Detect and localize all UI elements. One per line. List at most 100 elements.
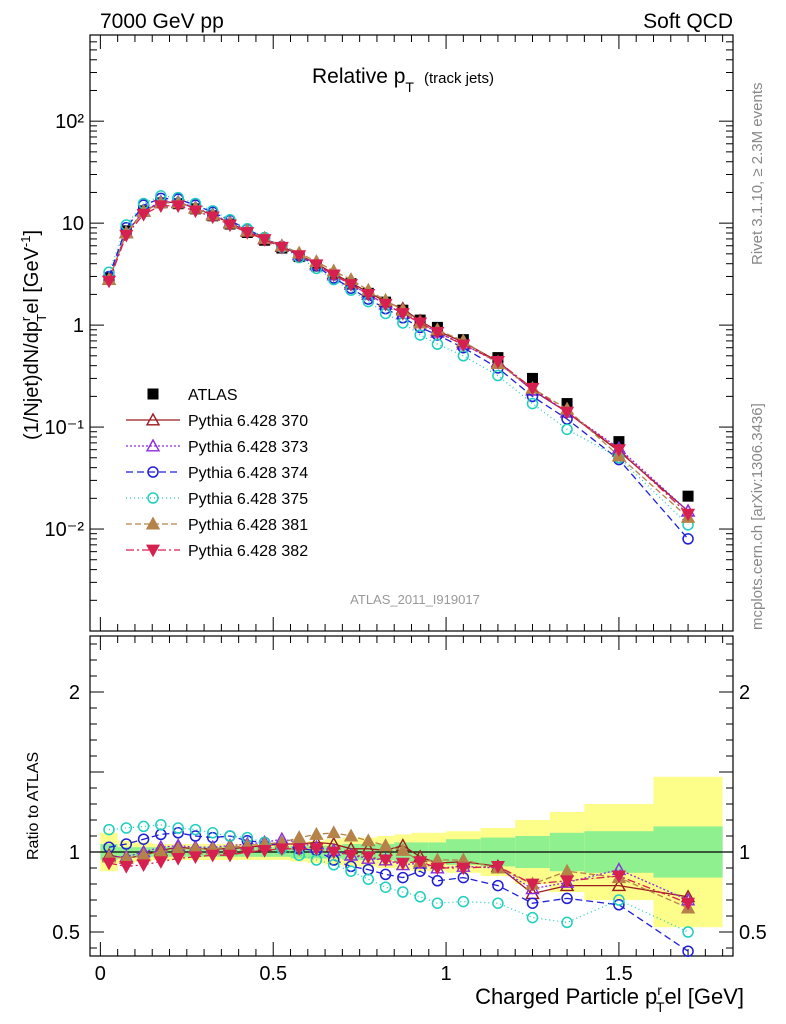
ratio-data-point bbox=[526, 897, 539, 909]
ratio-data-point bbox=[492, 897, 504, 909]
main-data-point bbox=[611, 444, 626, 457]
ratio-data-point bbox=[525, 878, 540, 892]
ratio-data-point bbox=[559, 878, 575, 892]
ratio-series-layer bbox=[101, 819, 696, 957]
main-series-line bbox=[108, 202, 689, 518]
ratio-series-line bbox=[108, 824, 689, 933]
main-series-line bbox=[108, 197, 689, 540]
ratio-data-point bbox=[240, 846, 255, 860]
ratio-data-point bbox=[431, 875, 444, 887]
legend-marker bbox=[147, 466, 159, 478]
main-data-point bbox=[395, 308, 410, 321]
ratio-data-point bbox=[561, 916, 573, 929]
main-data-point bbox=[560, 406, 575, 420]
ratio-data-point bbox=[431, 897, 444, 909]
ratio-data-point bbox=[395, 857, 410, 871]
x-tick-label: 0.5 bbox=[259, 963, 287, 985]
ratio-data-point bbox=[309, 843, 324, 857]
ratio-series-line bbox=[108, 848, 689, 904]
legend-label: Pythia 6.428 373 bbox=[188, 439, 308, 456]
main-series-p382 bbox=[101, 200, 696, 522]
main-data-point bbox=[526, 372, 538, 384]
main-data-point bbox=[205, 211, 220, 225]
main-data-point bbox=[430, 326, 445, 340]
main-y-tick-label: 10 bbox=[62, 213, 84, 235]
main-data-point bbox=[682, 533, 694, 545]
legend-entry-p382: Pythia 6.428 382 bbox=[126, 543, 308, 560]
legend-label: Pythia 6.428 374 bbox=[188, 465, 308, 482]
main-data-point bbox=[292, 250, 307, 263]
axis-ticks: 10⁻² 10⁻¹ 1 10 10² 0 0.5 1 1.5 0.5 0.5 1 1 2 2 bbox=[45, 34, 767, 985]
ratio-data-point bbox=[490, 860, 505, 874]
ratio-data-point bbox=[257, 844, 272, 858]
plot-title: Relative pT (track jets) bbox=[312, 65, 494, 95]
ratio-data-point bbox=[103, 823, 115, 836]
ratio-data-point bbox=[343, 828, 359, 842]
ratio-data-point bbox=[397, 871, 409, 884]
ratio-data-point bbox=[681, 897, 696, 911]
ratio-data-point bbox=[205, 849, 220, 863]
main-data-point bbox=[378, 298, 393, 312]
ratio-data-point bbox=[345, 865, 357, 877]
legend: ATLAS Pythia 6.428 370 Pythia 6.428 373 Pyt… bbox=[126, 387, 308, 560]
main-data-point bbox=[413, 317, 428, 331]
legend-marker bbox=[145, 438, 161, 452]
legend-label: Pythia 6.428 382 bbox=[188, 543, 308, 560]
main-data-point bbox=[456, 339, 471, 353]
main-data-point bbox=[681, 508, 696, 522]
ratio-data-point bbox=[326, 825, 341, 839]
ratio-data-point bbox=[309, 826, 324, 840]
legend-label: ATLAS bbox=[188, 387, 238, 404]
ratio-data-point bbox=[120, 838, 133, 850]
legend-entry-p370: Pythia 6.428 370 bbox=[126, 412, 308, 430]
ratio-data-point bbox=[611, 870, 626, 884]
plot-title-sub: T bbox=[405, 79, 414, 95]
main-data-point bbox=[361, 289, 376, 302]
ratio-data-point bbox=[291, 830, 307, 844]
ratio-plot-frame bbox=[89, 635, 734, 957]
main-y-tick-label: 10⁻² bbox=[45, 519, 85, 541]
header-category-label: Soft QCD bbox=[643, 10, 733, 33]
ratio-data-point bbox=[101, 857, 117, 871]
ratio-y-tick-label-right: 0.5 bbox=[739, 922, 767, 944]
ratio-y-tick-label-right: 1 bbox=[739, 842, 750, 864]
ratio-data-point bbox=[413, 856, 428, 869]
main-series-ATLAS bbox=[103, 197, 694, 502]
ratio-data-point bbox=[172, 822, 184, 834]
main-y-tick-label: 10² bbox=[55, 111, 84, 133]
header-energy-label: 7000 GeV pp bbox=[100, 10, 224, 33]
main-data-point bbox=[561, 423, 573, 436]
legend-marker bbox=[145, 544, 161, 558]
main-data-point bbox=[222, 219, 238, 233]
main-data-point bbox=[343, 279, 359, 292]
ratio-series-line bbox=[108, 832, 689, 952]
ratio-data-point bbox=[379, 868, 392, 881]
ratio-data-point bbox=[171, 852, 186, 866]
main-data-point bbox=[526, 397, 539, 410]
ratio-data-point bbox=[172, 827, 184, 839]
ratio-data-point bbox=[613, 894, 625, 906]
ratio-data-point bbox=[456, 862, 471, 876]
legend-entry-p373: Pythia 6.428 373 bbox=[126, 438, 308, 456]
main-data-point bbox=[119, 229, 134, 243]
main-series-line bbox=[108, 195, 689, 526]
main-data-point bbox=[414, 329, 426, 341]
ratio-data-point bbox=[378, 838, 393, 852]
legend-marker bbox=[145, 412, 161, 426]
main-y-tick-label: 10⁻¹ bbox=[45, 417, 85, 439]
legend-label: Pythia 6.428 375 bbox=[188, 491, 308, 508]
ratio-data-point bbox=[457, 895, 470, 908]
ratio-data-point bbox=[561, 892, 573, 905]
ratio-data-point bbox=[361, 851, 376, 865]
mcplots-reference-label: mcplots.cern.ch [arXiv:1306.3436] bbox=[749, 403, 766, 630]
legend-entry-ATLAS: ATLAS bbox=[147, 387, 238, 404]
main-y-axis-label: (1/Njet)dN/dprTel [GeV-1] bbox=[18, 230, 49, 440]
ratio-y-tick-label-right: 2 bbox=[739, 682, 750, 704]
main-data-point bbox=[309, 259, 324, 273]
x-tick-label: 0 bbox=[95, 963, 106, 985]
x-axis-label: Charged Particle pr Tel [GeV] bbox=[475, 982, 744, 1015]
main-data-point bbox=[492, 369, 504, 382]
main-data-point bbox=[274, 241, 289, 255]
legend-entry-p375: Pythia 6.428 375 bbox=[126, 491, 308, 508]
